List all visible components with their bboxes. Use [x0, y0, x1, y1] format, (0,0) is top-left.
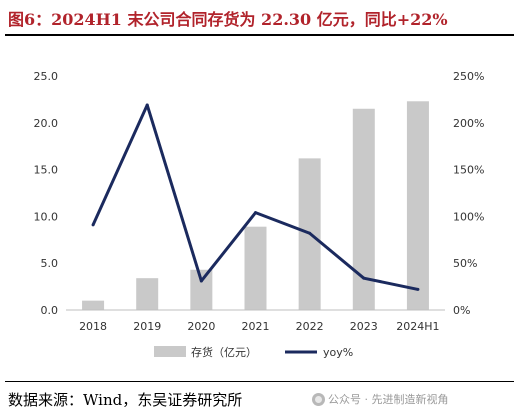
yoy-point-2020	[199, 279, 203, 283]
yoy-point-2021	[254, 211, 257, 215]
legend-bar-label: 存货（亿元）	[191, 345, 257, 359]
bar-2023	[352, 108, 375, 310]
yoy-point-2019	[145, 103, 149, 107]
yoy-point-2023	[362, 276, 366, 280]
left-tick-label: 15.0	[34, 164, 59, 177]
left-tick-label: 10.0	[34, 210, 59, 223]
yoy-point-2024H1	[416, 287, 420, 291]
title-rule	[5, 34, 514, 36]
right-tick-label: 150%	[453, 164, 484, 177]
right-tick-label: 0%	[453, 304, 470, 317]
watermark: 公众号 · 先进制造新视角	[312, 391, 449, 407]
source-note: 数据来源：Wind，东吴证券研究所	[8, 391, 243, 409]
x-tick-label: 2021	[242, 320, 270, 333]
left-tick-label: 25.0	[34, 70, 59, 83]
watermark-text: 公众号 · 先进制造新视角	[328, 393, 449, 406]
source-rule	[5, 381, 514, 382]
left-tick-label: 5.0	[41, 257, 59, 270]
x-tick-label: 2024H1	[396, 320, 439, 333]
right-tick-label: 50%	[453, 257, 477, 270]
left-tick-label: 0.0	[41, 304, 59, 317]
x-tick-label: 2019	[133, 320, 161, 333]
yoy-point-2022	[308, 231, 312, 235]
bar-2018	[82, 300, 105, 310]
right-tick-label: 250%	[453, 70, 484, 83]
yoy-point-2018	[91, 223, 95, 227]
x-tick-label: 2023	[350, 320, 378, 333]
wechat-icon	[312, 392, 325, 406]
legend-bar-swatch	[154, 346, 186, 357]
right-tick-label: 100%	[453, 210, 484, 223]
bar-2020	[190, 269, 213, 310]
bar-2019	[136, 278, 159, 310]
x-tick-label: 2018	[79, 320, 107, 333]
figure-title: 图6：2024H1 末公司合同存货为 22.30 亿元，同比+22%	[8, 10, 448, 29]
left-tick-label: 20.0	[34, 117, 59, 130]
bar-2024H1	[406, 101, 429, 310]
bar-2021	[244, 226, 267, 310]
x-tick-label: 2022	[296, 320, 324, 333]
legend-line-label: yoy%	[323, 346, 353, 359]
chart: 0.0 5.0 10.0 15.0 20.0 25.0 0% 50% 100% 150% 200% 2…	[34, 70, 485, 359]
x-tick-label: 2020	[187, 320, 215, 333]
right-tick-label: 200%	[453, 117, 484, 130]
